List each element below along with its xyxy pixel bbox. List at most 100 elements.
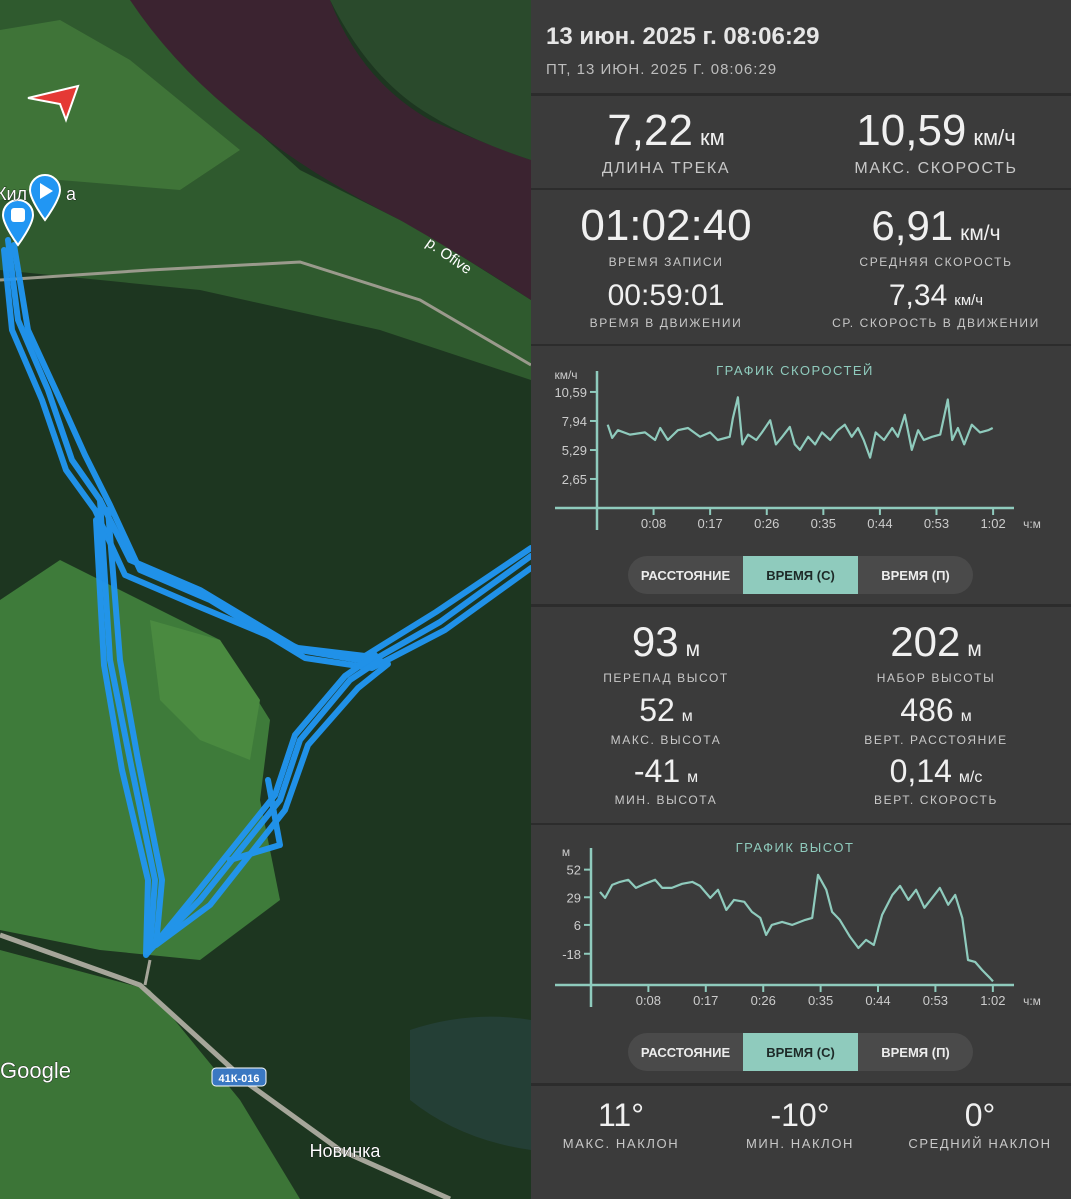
stat-value: 52 м [639, 692, 693, 728]
title: 13 июн. 2025 г. 08:06:29 [546, 23, 820, 50]
stat-unit: м [682, 708, 693, 725]
subtitle: ПТ, 13 ИЮН. 2025 Г. 08:06:29 [546, 61, 777, 78]
y-tick-label: 5,29 [562, 443, 587, 458]
x-tick-label: 0:35 [808, 993, 833, 1008]
map[interactable]: Кил а р. Оfive 41К-016 Новинка Google [0, 0, 534, 1199]
y-tick-label: 10,59 [554, 385, 587, 400]
stat-number: 00:59:01 [608, 279, 725, 312]
stat-number: 01:02:40 [580, 201, 751, 250]
stat-unit: км [700, 125, 725, 150]
stat-number: 7,34 [889, 279, 947, 312]
y-tick-label: 29 [567, 890, 581, 905]
stat-unit: м/с [959, 769, 982, 786]
stat-label: НАБОР ВЫСОТЫ [877, 671, 996, 685]
stat-unit: км/ч [960, 222, 1000, 245]
x-unit: ч:м [1023, 994, 1041, 1008]
y-tick-label: 7,94 [562, 414, 587, 429]
stats-panel [531, 0, 1071, 1199]
chart-title: ГРАФИК СКОРОСТЕЙ [716, 363, 874, 378]
stat-label: ПЕРЕПАД ВЫСОТ [603, 671, 729, 685]
stat-label: МИН. ВЫСОТА [615, 793, 718, 807]
stat-unit: м [961, 708, 972, 725]
stat-value: 11° [598, 1097, 644, 1133]
stat-value: 00:59:01 [608, 279, 725, 312]
stat-number: 486 [900, 692, 953, 728]
stat-number: 10,59 [856, 106, 966, 155]
stat-value: 6,91 км/ч [871, 202, 1000, 249]
stat-label: СРЕДНЯЯ СКОРОСТЬ [859, 255, 1012, 269]
y-tick-label: 52 [567, 863, 581, 878]
stat-value: -41 м [634, 753, 698, 789]
y-unit: км/ч [554, 368, 577, 382]
attribution: Google [0, 1058, 71, 1083]
stat-number: 11° [598, 1097, 644, 1133]
stat-label: СРЕДНИЙ НАКЛОН [908, 1136, 1051, 1151]
stat-unit: км/ч [954, 292, 983, 309]
y-tick-label: -18 [562, 947, 581, 962]
stat-number: 6,91 [871, 202, 953, 249]
stat-number: -10° [770, 1097, 829, 1133]
tab-label[interactable]: ВРЕМЯ (С) [766, 1045, 835, 1060]
stat-number: -41 [634, 753, 680, 789]
map-label: Кил [0, 184, 27, 204]
stat-value: 01:02:40 [580, 201, 751, 250]
x-tick-label: 1:02 [980, 993, 1005, 1008]
stat-value: 7,22 км [607, 106, 724, 155]
separators [531, 93, 1071, 1086]
stat-number: 7,22 [607, 106, 693, 155]
stat-value: 10,59 км/ч [856, 106, 1015, 155]
stat-number: 0,14 [890, 753, 952, 789]
x-unit: ч:м [1023, 517, 1041, 531]
stat-value: 0,14 м/с [890, 753, 983, 789]
map-label: а [66, 184, 77, 204]
chart-title: ГРАФИК ВЫСОТ [736, 840, 855, 855]
road-label: 41К-016 [219, 1073, 260, 1085]
x-tick-label: 0:08 [636, 993, 661, 1008]
y-unit: м [562, 845, 570, 859]
stat-label: ВРЕМЯ В ДВИЖЕНИИ [590, 316, 743, 330]
stat-value: 486 м [900, 692, 971, 728]
tab-active[interactable] [743, 556, 858, 594]
stat-label: ВЕРТ. РАССТОЯНИЕ [864, 733, 1007, 747]
x-tick-label: 0:26 [751, 993, 776, 1008]
data-line [599, 873, 994, 983]
stat-unit: м [967, 638, 981, 661]
tab-label[interactable]: ВРЕМЯ (С) [766, 568, 835, 583]
stat-label: ДЛИНА ТРЕКА [602, 160, 730, 177]
stat-unit: км/ч [973, 125, 1015, 150]
stat-value: -10° [770, 1097, 829, 1133]
y-tick-label: 6 [574, 918, 581, 933]
x-tick-label: 0:44 [867, 516, 892, 531]
data-line [606, 396, 994, 459]
x-tick-label: 1:02 [980, 516, 1005, 531]
stat-label: МАКС. ВЫСОТА [611, 733, 722, 747]
tab-label[interactable]: ВРЕМЯ (П) [881, 1045, 950, 1060]
x-tick-label: 0:35 [811, 516, 836, 531]
tab-label[interactable]: ВРЕМЯ (П) [881, 568, 950, 583]
stat-number: 202 [890, 618, 960, 665]
y-tick-label: 2,65 [562, 472, 587, 487]
x-tick-label: 0:53 [924, 516, 949, 531]
x-tick-label: 0:08 [641, 516, 666, 531]
tab-label[interactable]: РАССТОЯНИЕ [641, 568, 731, 583]
x-tick-label: 0:53 [923, 993, 948, 1008]
stat-number: 52 [639, 692, 675, 728]
tab-label[interactable]: РАССТОЯНИЕ [641, 1045, 731, 1060]
stat-value: 0° [965, 1097, 996, 1133]
x-tick-label: 0:44 [865, 993, 890, 1008]
stat-number: 0° [965, 1097, 996, 1133]
stat-number: 93 [632, 618, 679, 665]
stat-label: МИН. НАКЛОН [746, 1136, 854, 1151]
tab-active[interactable] [743, 1033, 858, 1071]
track-markers [1, 84, 80, 247]
stat-label: МАКС. СКОРОСТЬ [854, 160, 1017, 177]
stat-label: ВЕРТ. СКОРОСТЬ [874, 793, 998, 807]
stat-value: 7,34 км/ч [889, 279, 983, 312]
stat-unit: м [687, 769, 698, 786]
stat-value: 93 м [632, 618, 700, 665]
stat-value: 202 м [890, 618, 982, 665]
stat-label: МАКС. НАКЛОН [563, 1136, 679, 1151]
x-tick-label: 0:17 [697, 516, 722, 531]
town-label: Новинка [310, 1141, 382, 1161]
